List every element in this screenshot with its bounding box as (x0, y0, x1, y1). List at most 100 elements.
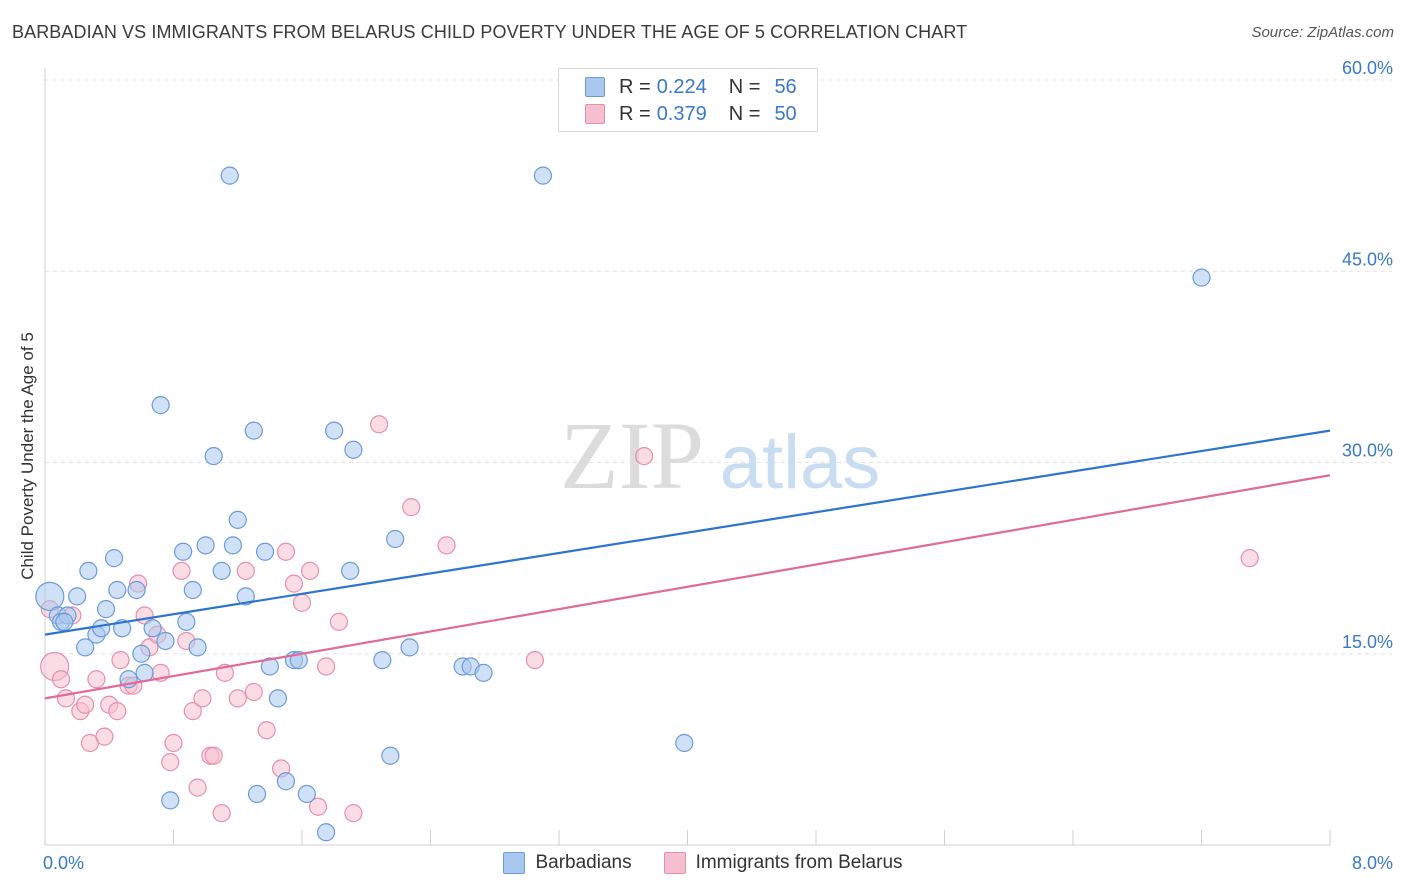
legend-swatch-pink (585, 104, 605, 124)
barbadians-point (345, 441, 362, 458)
barbadians-point (374, 652, 391, 669)
belarus-point (189, 779, 206, 796)
barbadians-point (475, 664, 492, 681)
barbadians-point (93, 620, 110, 637)
barbadians-point (277, 773, 294, 790)
barbadians-point (269, 690, 286, 707)
legend-r-label: R = (619, 76, 651, 99)
y-tick-label: 15.0% (1342, 632, 1393, 652)
belarus-point (245, 684, 262, 701)
legend-r-value: 0.379 (657, 103, 707, 126)
barbadians-point (401, 639, 418, 656)
barbadians-point (152, 397, 169, 414)
barbadians-point (56, 613, 73, 630)
belarus-point (371, 416, 388, 433)
barbadians-point (534, 167, 551, 184)
barbadians-point (133, 645, 150, 662)
barbadians-point (1193, 269, 1210, 286)
belarus-point (162, 754, 179, 771)
belarus-point (330, 613, 347, 630)
barbadians-point (128, 582, 145, 599)
barbadians-point (69, 588, 86, 605)
belarus-point (302, 562, 319, 579)
legend-r-label: R = (619, 103, 651, 126)
legend-label: Barbadians (535, 852, 631, 874)
belarus-point (1241, 550, 1258, 567)
belarus-point (318, 658, 335, 675)
barbadians-point (676, 735, 693, 752)
belarus-point (258, 722, 275, 739)
legend-item-barbadians[interactable]: Barbadians (503, 852, 631, 874)
belarus-point (277, 543, 294, 560)
barbadians-point (326, 422, 343, 439)
barbadians-point (221, 167, 238, 184)
barbadians-point (136, 664, 153, 681)
legend-r-value: 0.224 (657, 76, 707, 99)
belarus-point (205, 747, 222, 764)
barbadians-point (144, 620, 161, 637)
barbadians-point (213, 562, 230, 579)
belarus-point (526, 652, 543, 669)
belarus-point (403, 499, 420, 516)
belarus-point (57, 690, 74, 707)
legend-n-label: N = (729, 76, 761, 99)
belarus-point (53, 671, 70, 688)
scatter-plot: ZIP atlas 15.0%30.0%45.0%60.0%0.0% 8.0% (0, 0, 1406, 892)
belarus-point (77, 696, 94, 713)
barbadians-point (229, 511, 246, 528)
barbadians-point (157, 633, 174, 650)
series-legend: Barbadians Immigrants from Belarus (0, 852, 1406, 874)
barbadians-point (36, 582, 64, 610)
belarus-point (165, 735, 182, 752)
y-tick-label: 45.0% (1342, 249, 1393, 269)
barbadians-point (80, 562, 97, 579)
barbadians-point (106, 550, 123, 567)
belarus-point (229, 690, 246, 707)
barbadians-point (224, 537, 241, 554)
barbadians-point (197, 537, 214, 554)
barbadians-point (298, 786, 315, 803)
barbadians-point (178, 613, 195, 630)
legend-item-belarus[interactable]: Immigrants from Belarus (664, 852, 903, 874)
belarus-point (109, 703, 126, 720)
y-tick-label: 30.0% (1342, 441, 1393, 461)
belarus-point (173, 562, 190, 579)
barbadians-point (245, 422, 262, 439)
legend-swatch-blue (503, 852, 525, 874)
stats-legend: R = 0.224 N = 56 R = 0.379 N = 50 (558, 68, 818, 132)
barbadians-point (387, 531, 404, 548)
watermark-zip: ZIP (560, 402, 704, 509)
barbadians-point (184, 582, 201, 599)
tick-labels: 15.0%30.0%45.0%60.0%0.0% 8.0% (43, 58, 1393, 873)
barbadians-point (318, 824, 335, 841)
belarus-point (294, 594, 311, 611)
belarus-point (112, 652, 129, 669)
barbadians-point (342, 562, 359, 579)
legend-row-belarus: R = 0.379 N = 50 (585, 102, 797, 126)
belarus-point (88, 671, 105, 688)
belarus-point (636, 448, 653, 465)
watermark: ZIP atlas (560, 402, 880, 509)
barbadians-point (98, 601, 115, 618)
belarus-point (345, 805, 362, 822)
barbadians-point (175, 543, 192, 560)
barbadians-point (162, 792, 179, 809)
legend-n-value: 50 (774, 103, 796, 126)
barbadians-point (249, 786, 266, 803)
y-tick-label: 60.0% (1342, 58, 1393, 78)
belarus-point (285, 575, 302, 592)
belarus-point (96, 728, 113, 745)
barbadians-point (382, 747, 399, 764)
barbadians-point (205, 448, 222, 465)
belarus-point (194, 690, 211, 707)
belarus-point (237, 562, 254, 579)
barbadians-point (109, 582, 126, 599)
belarus-point (438, 537, 455, 554)
barbadians-point (257, 543, 274, 560)
watermark-atlas: atlas (720, 420, 881, 505)
legend-n-label: N = (729, 103, 761, 126)
legend-swatch-blue (585, 77, 605, 97)
legend-row-barbadians: R = 0.224 N = 56 (585, 75, 797, 99)
legend-swatch-pink (664, 852, 686, 874)
legend-label: Immigrants from Belarus (696, 852, 903, 874)
